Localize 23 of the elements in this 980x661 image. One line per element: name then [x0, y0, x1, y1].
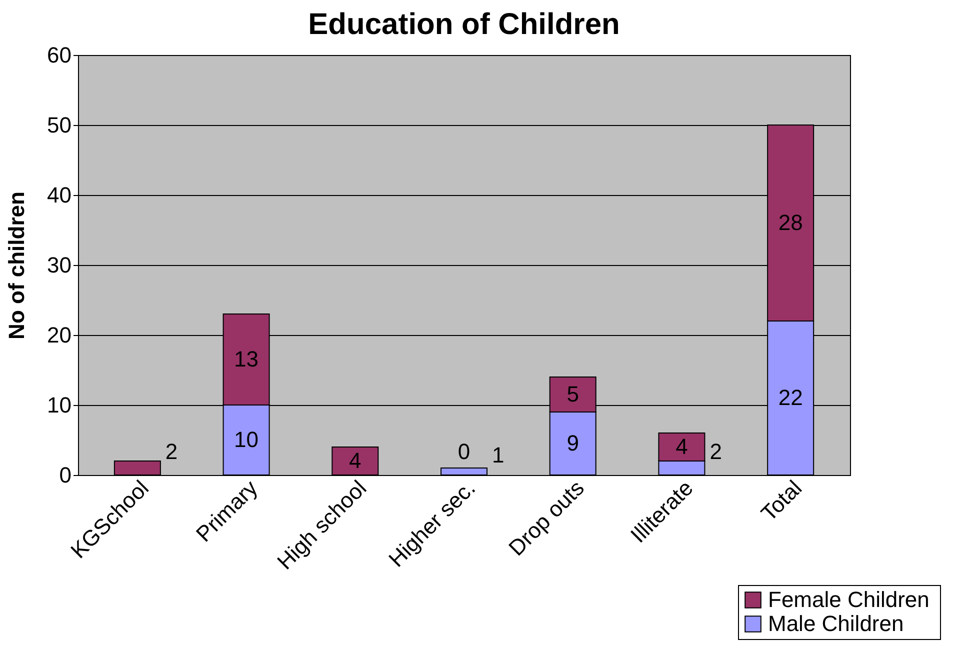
y-tick-label: 0	[59, 462, 72, 488]
data-label: 2	[165, 439, 178, 464]
data-label: 0	[458, 439, 470, 464]
data-label: 5	[566, 382, 579, 406]
data-label: 1	[492, 442, 504, 468]
data-label: 22	[778, 385, 803, 410]
y-axis-title: No of children	[4, 192, 30, 340]
y-tick-label: 10	[47, 392, 72, 418]
data-label: 4	[676, 434, 688, 459]
data-label: 4	[349, 448, 362, 473]
y-tick-label: 50	[47, 112, 72, 138]
y-tick-label: 60	[47, 42, 72, 68]
data-label: 13	[234, 346, 259, 372]
y-tick-label: 40	[47, 182, 72, 208]
data-label: 28	[778, 210, 803, 235]
legend-label: Female Children	[768, 587, 930, 612]
chart-title: Education of Children	[308, 8, 620, 41]
y-tick-label: 30	[47, 252, 72, 278]
data-label: 2	[710, 439, 722, 464]
legend-label: Male Children	[768, 611, 904, 636]
data-label: 10	[234, 427, 259, 452]
data-label: 9	[566, 430, 579, 456]
y-tick-label: 20	[47, 322, 72, 348]
